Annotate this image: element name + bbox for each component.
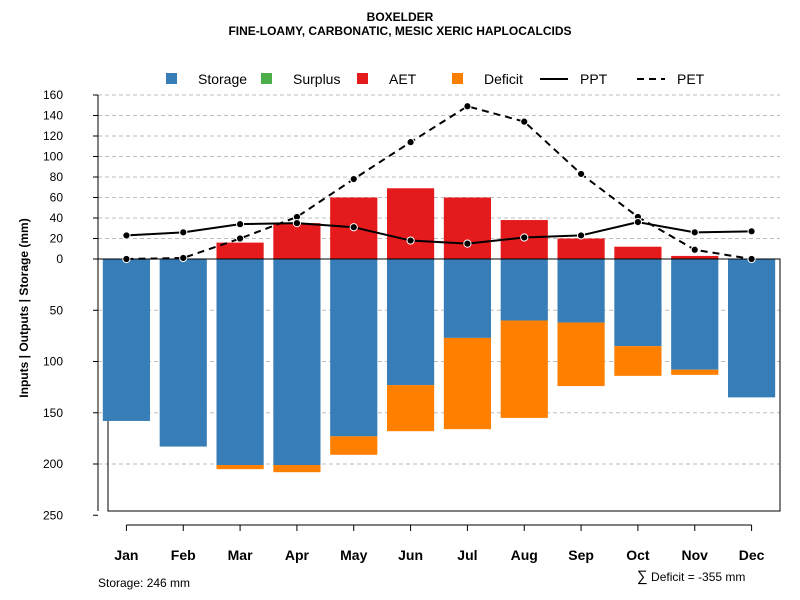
deficit-bar	[671, 369, 719, 375]
pet-point	[406, 138, 415, 147]
aet-bar	[216, 242, 264, 259]
deficit-bar	[216, 465, 264, 470]
x-tick-label: Oct	[626, 547, 650, 563]
storage-bar	[102, 259, 151, 421]
aet-bar	[443, 197, 492, 259]
pet-point	[122, 254, 131, 264]
ppt-point	[520, 233, 529, 242]
deficit-bar	[557, 322, 605, 387]
aet-bar	[557, 238, 605, 259]
ppt-point	[122, 231, 131, 240]
y-tick-label-upper: 40	[50, 211, 64, 225]
storage-bar	[443, 259, 492, 338]
storage-bar	[614, 259, 662, 347]
deficit-bar	[386, 385, 435, 432]
storage-bar	[671, 259, 719, 370]
deficit-bar	[500, 320, 548, 418]
y-tick-label-lower: 150	[43, 406, 63, 420]
x-tick-label: Jan	[114, 547, 138, 563]
x-tick-label: Aug	[511, 547, 538, 563]
legend-swatch-aet	[357, 73, 368, 84]
chart-subtitle: FINE-LOAMY, CARBONATIC, MESIC XERIC HAPL…	[228, 24, 572, 38]
ppt-point	[235, 220, 245, 229]
ppt-point	[406, 236, 415, 245]
aet-bar	[273, 223, 321, 259]
deficit-bar	[443, 337, 492, 430]
y-tick-label-upper: 160	[43, 88, 63, 102]
storage-bar	[386, 259, 435, 386]
pet-point	[179, 253, 188, 263]
storage-bar	[557, 259, 605, 323]
chart-title: BOXELDER	[366, 10, 434, 24]
pet-point	[576, 169, 586, 179]
deficit-bar	[330, 436, 378, 455]
pet-point	[690, 245, 699, 254]
storage-bar	[330, 259, 378, 437]
y-tick-label-lower: 200	[43, 457, 63, 471]
pet-point	[235, 234, 245, 243]
aet-bar	[614, 246, 662, 259]
x-tick-label: May	[340, 547, 367, 563]
storage-total-label: Storage: 246 mm	[98, 576, 191, 590]
ppt-point	[690, 228, 699, 237]
ppt-point	[292, 219, 302, 228]
x-tick-label: Nov	[682, 547, 709, 563]
ppt-point	[349, 223, 358, 232]
storage-bar	[273, 259, 321, 466]
aet-bar	[386, 188, 435, 259]
ppt-line	[126, 221, 752, 245]
ppt-point	[576, 231, 586, 240]
legend-label-storage: Storage	[198, 71, 247, 87]
x-tick-label: Sep	[568, 547, 594, 563]
deficit-bar	[614, 346, 662, 376]
storage-bar	[216, 259, 264, 466]
pet-line	[126, 105, 752, 260]
ppt-point	[747, 227, 756, 236]
legend-label-deficit: Deficit	[484, 71, 523, 87]
deficit-bar	[273, 465, 321, 473]
legend-swatch-deficit	[452, 73, 463, 84]
legend-label-surplus: Surplus	[293, 71, 340, 87]
storage-bar	[727, 259, 776, 398]
x-tick-label: Jun	[398, 547, 423, 563]
y-tick-label-lower: 250	[43, 508, 63, 522]
pet-point	[349, 174, 358, 184]
y-tick-label-upper: 140	[43, 109, 63, 123]
legend-label-pet: PET	[677, 71, 705, 87]
legend-label-aet: AET	[389, 71, 417, 87]
x-tick-label: Feb	[171, 547, 196, 563]
y-tick-label-lower: 50	[50, 303, 64, 317]
x-tick-label: Mar	[228, 547, 253, 563]
ppt-point	[633, 218, 643, 227]
y-tick-label-upper: 120	[43, 129, 63, 143]
ppt-point	[179, 228, 188, 237]
pet-point	[463, 102, 472, 111]
storage-bar	[159, 259, 207, 447]
legend-swatch-storage	[166, 73, 177, 84]
ppt-point	[463, 239, 472, 248]
deficit-total: ∑ Deficit = -355 mm	[637, 568, 746, 585]
legend-label-ppt: PPT	[580, 71, 608, 87]
y-tick-label-upper: 20	[50, 232, 64, 246]
y-tick-label-upper: 60	[50, 191, 64, 205]
pet-point	[520, 117, 529, 126]
x-tick-label: Dec	[739, 547, 765, 563]
pet-point	[747, 254, 756, 264]
legend-swatch-surplus	[261, 73, 272, 84]
y-tick-label-upper: 100	[43, 150, 63, 164]
x-tick-label: Apr	[285, 547, 310, 563]
y-axis-label: Inputs | Outputs | Storage (mm)	[17, 218, 31, 397]
deficit-total-label: Deficit = -355 mm	[651, 570, 746, 584]
y-tick-label-upper: 80	[50, 170, 64, 184]
sum-symbol: ∑	[637, 568, 648, 585]
aet-bar	[671, 255, 719, 259]
x-tick-label: Jul	[457, 547, 477, 563]
y-tick-label-upper: 0	[56, 252, 63, 266]
y-tick-label-lower: 100	[43, 355, 63, 369]
storage-bar	[500, 259, 548, 321]
